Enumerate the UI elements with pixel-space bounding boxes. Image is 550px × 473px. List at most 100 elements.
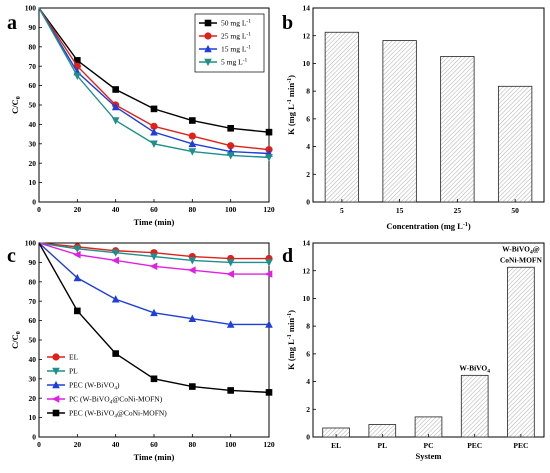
bar <box>497 85 533 203</box>
data-point <box>189 117 196 124</box>
y-axis-label: C/C0 <box>10 331 22 349</box>
y-axis-label-sub: 0 <box>16 331 22 334</box>
legend-sup: -1 <box>246 45 251 51</box>
y-tick-label: 2 <box>306 170 310 179</box>
data-point <box>150 140 158 148</box>
data-point <box>112 86 119 93</box>
legend-marker <box>51 395 60 403</box>
y-axis-label-main: min <box>286 318 296 335</box>
bar-annotation-sub: 4 <box>530 249 533 255</box>
y-axis-label-main: K (mg L <box>286 339 296 370</box>
data-point <box>111 249 120 257</box>
y-tick-label: 14 <box>303 239 311 248</box>
data-point <box>112 350 119 357</box>
x-tick-label: 15 <box>396 206 404 215</box>
bar <box>460 374 489 438</box>
legend-entry: 25 mg L-1 <box>221 32 251 41</box>
legend-marker <box>204 32 212 40</box>
y-axis-label-sup: -1 <box>287 78 293 83</box>
y-tick-label: 8 <box>306 322 310 331</box>
x-tick-label: 100 <box>225 440 237 449</box>
y-tick-label: 50 <box>29 101 37 110</box>
panel-label-a: a <box>7 12 17 34</box>
legend-sub: 4 <box>114 414 117 420</box>
x-axis-label: Time (min) <box>134 452 175 462</box>
data-point <box>265 128 273 136</box>
panel-label-c: c <box>7 245 16 267</box>
y-tick-label: 100 <box>25 239 37 248</box>
legend-text: PEC (W-BiVO <box>69 381 115 390</box>
y-tick-label: 90 <box>29 23 37 32</box>
bar-annotation: W-BiVO4@ <box>502 244 540 255</box>
bar <box>440 56 475 203</box>
bar-annotation-text: @ <box>533 244 540 253</box>
x-tick-label: 20 <box>74 440 82 449</box>
x-tick-label: 80 <box>189 205 197 214</box>
bar-annotation-text: W-BiVO <box>502 244 530 253</box>
y-axis-label-main: min <box>286 83 296 100</box>
y-axis-label-sup: -1 <box>287 99 293 104</box>
y-axis-label-sub: 0 <box>16 96 22 99</box>
data-point <box>73 72 82 80</box>
y-tick-label: 40 <box>29 355 37 364</box>
legend-text: PL <box>69 367 78 376</box>
legend-entry: 50 mg L-1 <box>221 19 251 28</box>
panel-label-d: d <box>282 245 293 267</box>
bar-annotation-text: CoNi-MOFN <box>500 255 543 264</box>
data-point <box>226 320 235 328</box>
series-5mg <box>38 7 273 162</box>
legend-text: PEC (W-BiVO <box>69 409 115 418</box>
data-point <box>226 152 235 160</box>
x-tick-label: 60 <box>150 440 158 449</box>
y-axis-label: C/C0 <box>10 96 22 114</box>
data-point <box>226 259 235 267</box>
x-tick-label: 25 <box>454 206 462 215</box>
y-tick-label: 100 <box>25 4 37 13</box>
series-PL <box>38 242 273 267</box>
legend-marker <box>204 58 212 67</box>
legend-text: 25 mg L <box>221 32 247 41</box>
x-axis-label: System <box>416 451 442 461</box>
y-tick-label: 10 <box>29 413 37 422</box>
y-tick-label: 30 <box>29 374 37 383</box>
line-chart-c: 0 20 40 60 80 100 1200102030405060708090100Tim… <box>10 239 275 462</box>
y-tick-label: 90 <box>29 258 37 267</box>
data-point <box>227 387 234 394</box>
y-axis-label: K (mg L-1 min-1) <box>286 310 296 370</box>
data-point <box>150 128 158 136</box>
x-tick-label: 40 <box>112 205 120 214</box>
data-point <box>188 257 197 265</box>
bar-annotation: W-BiVO4 <box>459 363 490 374</box>
legend-marker <box>204 19 212 27</box>
bar <box>507 266 535 438</box>
x-axis-label-main: ) <box>468 221 471 231</box>
y-axis-label: K (mg L-1 min-1) <box>286 75 296 135</box>
bar <box>382 40 417 203</box>
legend-text: 15 mg L <box>221 45 247 54</box>
series-PEC_W <box>38 242 273 328</box>
x-axis-label: Concentration (mg L-1) <box>386 221 471 231</box>
y-tick-label: 6 <box>306 114 310 123</box>
legend-sup: -1 <box>243 58 248 64</box>
y-tick-label: 10 <box>303 294 311 303</box>
data-point <box>150 375 158 383</box>
legend-marker <box>52 367 60 376</box>
data-point <box>188 266 196 274</box>
y-axis-label-main: ) <box>286 310 296 313</box>
data-point <box>74 307 81 315</box>
y-tick-label: 40 <box>29 120 37 129</box>
y-tick-label: 14 <box>303 4 311 13</box>
data-point <box>227 142 235 150</box>
data-point <box>111 295 120 303</box>
data-point <box>188 148 197 156</box>
y-tick-label: 4 <box>306 142 310 151</box>
x-tick-label: 50 <box>511 206 519 215</box>
legend-entry: PL <box>69 367 78 376</box>
legend-text: @CoNi-MOFN) <box>112 395 162 404</box>
data-point <box>188 139 197 148</box>
bar-annotation-sub: 4 <box>487 368 490 374</box>
y-tick-label: 2 <box>306 405 310 414</box>
y-tick-label: 0 <box>306 198 310 207</box>
